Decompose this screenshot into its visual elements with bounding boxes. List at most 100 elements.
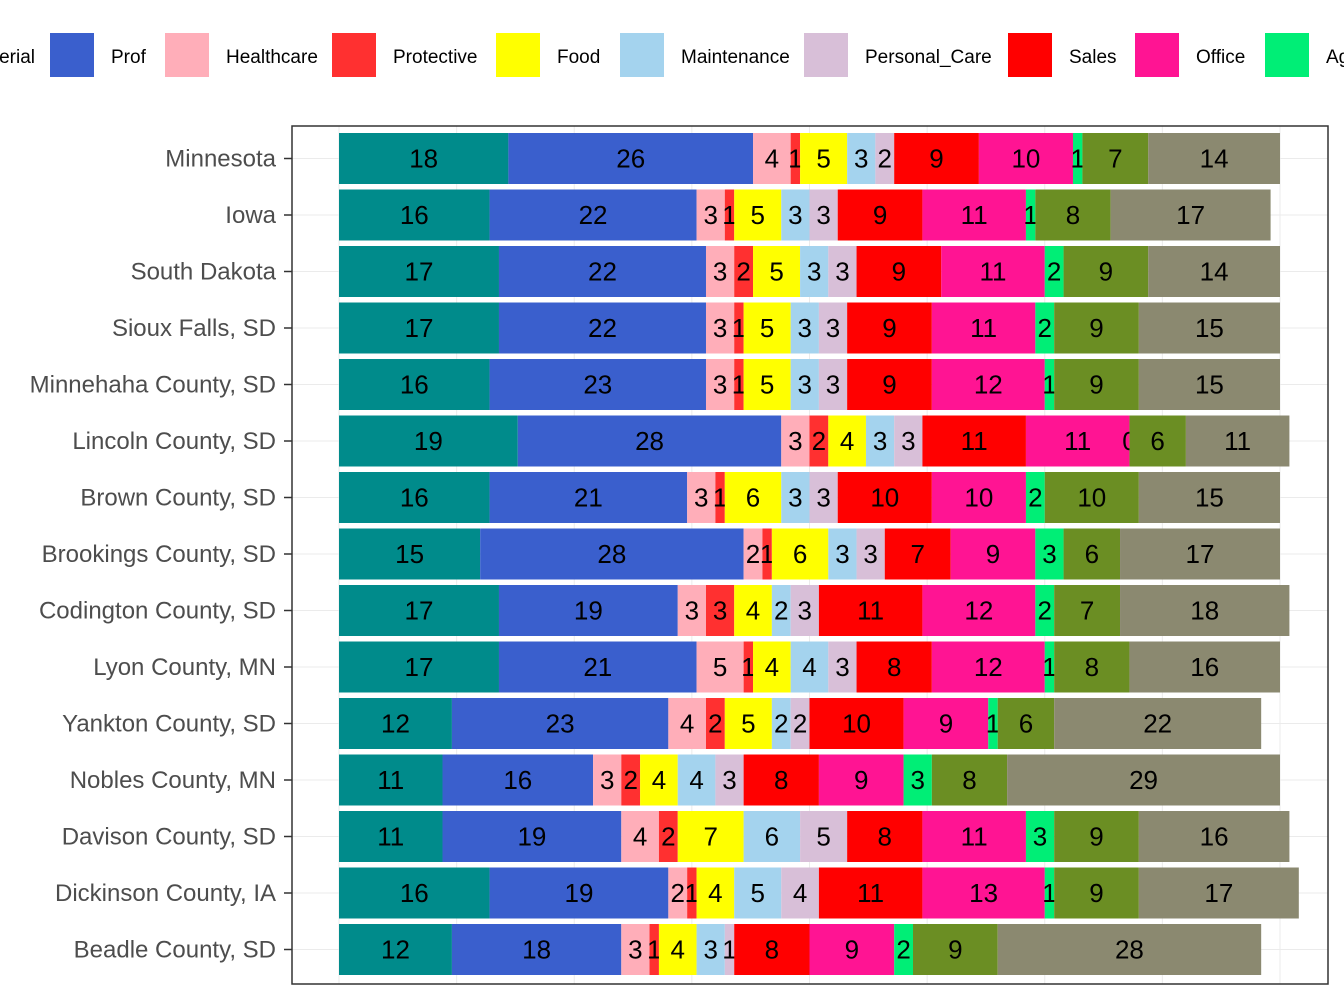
data-label: 2 [661,822,675,852]
data-label: 6 [1019,709,1033,739]
bar-segment-personal-care [800,811,848,862]
bar-segment-ag [1035,528,1064,580]
bar-segment-ag [1072,133,1083,184]
data-label: 9 [892,257,906,287]
bar-row-nobles-county-mn: 11 16 3 2 4 4 3 8 9 3 8 29 [339,754,1280,806]
legend-item-erial: erial [0,47,35,68]
bar-segment-series-12 [1138,359,1280,410]
data-label: 1 [647,935,661,965]
data-label: 3 [854,144,868,174]
data-label: 2 [1028,483,1042,513]
bar-segment-series-1 [339,698,452,749]
bar-segment-sales [847,302,932,354]
bar-segment-healthcare [705,359,735,410]
bar-segment-prof [442,754,594,806]
bar-segment-personal-care [790,585,819,636]
bar-segment-sales [894,133,979,184]
data-label: 22 [579,200,608,230]
bar-segment-healthcare [705,246,735,297]
legend-swatch [496,33,540,77]
bar-segment-series-12 [1185,415,1290,467]
bar-segment-sales [809,698,904,749]
bar-segment-protective [649,924,659,975]
bar-segment-protective [734,246,754,297]
data-label: 4 [765,652,779,682]
bar-segment-sales [837,472,932,523]
data-label: 11 [377,765,404,795]
data-label: 17 [1186,539,1215,569]
data-label: 5 [816,144,830,174]
bar-segment-sales [856,641,932,693]
bar-segment-series-1 [339,811,443,862]
bar-row-davison-county-sd: 11 19 4 2 7 6 5 8 11 3 9 16 [339,811,1290,862]
legend-label: Sales [1069,47,1117,68]
data-label: 3 [713,596,727,626]
data-label: 11 [970,313,997,343]
bar-segment-personal-care [715,754,744,806]
bar-segment-maintenance [696,924,725,975]
bar-segment-series-12 [1138,472,1280,523]
bar-segment-series-11 [913,924,998,975]
data-label: 14 [1200,257,1229,287]
bar-segment-series-11 [1054,867,1139,919]
data-label: 2 [746,539,760,569]
data-label: 1 [1023,200,1037,230]
data-label: 28 [597,539,626,569]
bar-segment-maintenance [847,133,876,184]
data-label: 3 [835,652,849,682]
bar-segment-ag [1035,302,1055,354]
bar-segment-personal-care [724,924,735,975]
bar-segment-protective [687,867,697,919]
bar-segment-office [903,698,989,749]
bar-row-beadle-county-sd: 12 18 3 1 4 3 1 8 9 2 9 28 [339,924,1262,975]
data-label: 3 [910,765,924,795]
bar-segment-prof [498,302,706,354]
data-label: 12 [381,935,410,965]
bar-segment-healthcare [593,754,622,806]
data-label: 4 [708,878,722,908]
data-label: 5 [769,257,783,287]
bar-segment-prof [442,811,622,862]
data-label: 4 [793,878,807,908]
bar-segment-series-11 [1129,415,1186,467]
category-axis: Minnesota Iowa South Dakota Sioux Falls, SD… [30,146,292,964]
data-label: 9 [1089,822,1103,852]
data-label: 28 [1115,935,1144,965]
legend-item-sales: Sales [1008,33,1117,77]
data-label: 16 [1190,652,1219,682]
bar-segment-series-11 [1082,133,1149,184]
bar-segment-series-1 [339,302,499,354]
data-label: 3 [798,313,812,343]
data-label: 8 [1085,652,1099,682]
bar-segment-healthcare [687,472,716,523]
data-label: 15 [395,539,424,569]
bar-segment-food [753,641,791,693]
bar-segment-protective [734,359,744,410]
bar-segment-food [771,528,829,580]
legend-swatch [1265,33,1309,77]
bar-segment-food [828,415,866,467]
bar-segment-food [724,698,772,749]
data-label: 14 [1200,144,1229,174]
data-label: 15 [1195,370,1224,400]
data-label: 11 [857,878,884,908]
bar-segment-series-12 [1110,189,1271,241]
data-label: 9 [1089,313,1103,343]
bar-segment-maintenance [800,246,829,297]
legend-item-office: Office [1135,33,1245,77]
legend-swatch [620,33,664,77]
data-label: 9 [1089,878,1103,908]
bar-segment-series-12 [1120,528,1280,580]
bar-segment-maintenance [790,641,829,693]
data-label: 16 [400,878,429,908]
bar-segment-prof [489,189,697,241]
data-label: 2 [736,257,750,287]
data-label: 10 [964,483,993,513]
data-label: 1 [722,200,736,230]
bar-segment-food [800,133,848,184]
data-label: 1 [760,539,774,569]
bar-segment-sales [743,754,819,806]
data-label: 19 [574,596,603,626]
bar-segment-protective [621,754,641,806]
data-label: 11 [961,200,988,230]
